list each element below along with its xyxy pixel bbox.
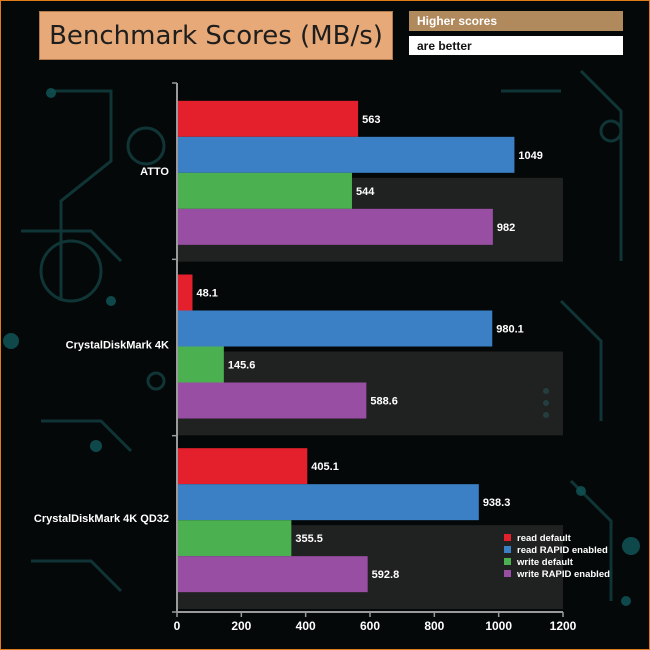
bar xyxy=(177,208,493,245)
bar-value-label: 980.1 xyxy=(496,324,524,336)
x-tick-label: 800 xyxy=(424,619,444,633)
legend-label: write default xyxy=(516,557,574,568)
legend-label: write RAPID enabled xyxy=(516,569,610,580)
bar-value-label: 405.1 xyxy=(311,461,339,473)
category-label: ATTO xyxy=(140,166,169,178)
legend-swatch xyxy=(504,534,511,541)
bar-value-label: 938.3 xyxy=(483,497,511,509)
bar-value-label: 355.5 xyxy=(295,533,323,545)
bar xyxy=(177,346,224,383)
legend-swatch xyxy=(504,558,511,565)
bar xyxy=(177,274,193,311)
category-label: CrystalDiskMark 4K xyxy=(66,340,169,352)
legend-swatch xyxy=(504,570,511,577)
bar-value-label: 145.6 xyxy=(228,360,256,372)
legend-swatch xyxy=(504,546,511,553)
x-tick-label: 200 xyxy=(231,619,251,633)
note-higher-scores: Higher scores xyxy=(409,11,623,31)
bar xyxy=(177,382,367,419)
bar xyxy=(177,556,368,593)
x-tick-label: 400 xyxy=(296,619,316,633)
bar-value-label: 544 xyxy=(356,186,375,198)
bar-value-label: 588.6 xyxy=(370,396,398,408)
x-tick-label: 1200 xyxy=(550,619,577,633)
bar-value-label: 982 xyxy=(497,222,515,234)
bar-value-label: 48.1 xyxy=(196,288,217,300)
legend-label: read RAPID enabled xyxy=(517,545,608,556)
bar xyxy=(177,136,515,173)
bar-value-label: 563 xyxy=(362,114,380,126)
x-tick-label: 600 xyxy=(360,619,380,633)
chart-title: Benchmark Scores (MB/s) xyxy=(39,11,393,60)
x-tick-label: 0 xyxy=(174,619,181,633)
bar xyxy=(177,100,359,137)
bar-value-label: 592.8 xyxy=(372,569,400,581)
bar xyxy=(177,484,479,521)
bar xyxy=(177,448,308,485)
axes: ATTO CrystalDiskMark 4K CrystalDiskMark 4K… xyxy=(34,82,577,633)
bar xyxy=(177,520,292,557)
bar xyxy=(177,310,493,347)
category-label: CrystalDiskMark 4K QD32 xyxy=(34,513,169,525)
note-are-better: are better xyxy=(409,36,623,55)
legend-label: read default xyxy=(517,533,572,544)
bar xyxy=(177,172,352,209)
x-tick-label: 1000 xyxy=(485,619,512,633)
bar-value-label: 1049 xyxy=(518,150,542,162)
bars: 563 1049 544 982 48.1 980.1 145.6 588.6 405.1 938… xyxy=(177,100,543,593)
